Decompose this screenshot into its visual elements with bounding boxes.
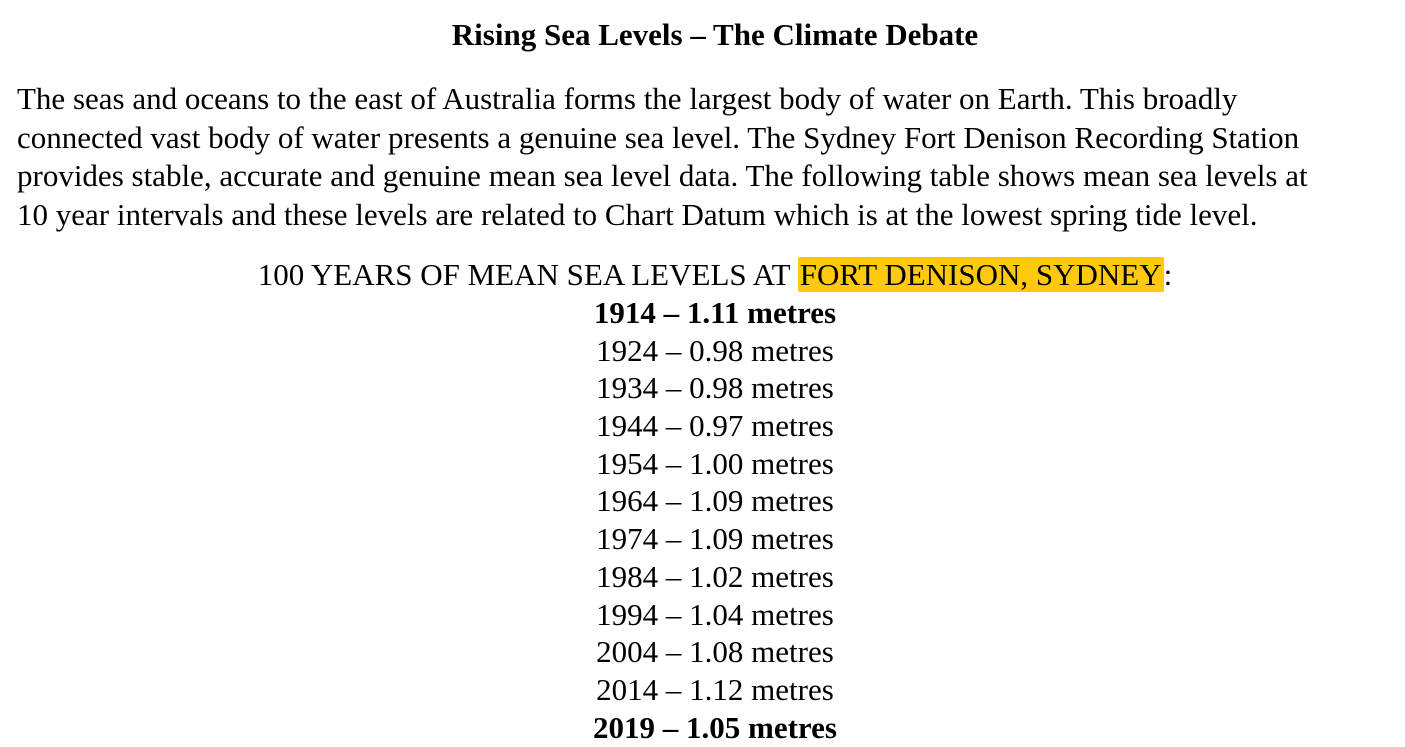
- paragraph-line: provides stable, accurate and genuine me…: [17, 158, 1308, 193]
- sea-level-entry: 1914 – 1.11 metres: [593, 295, 837, 330]
- sea-level-table-heading: 100 YEARS OF MEAN SEA LEVELS AT FORT DEN…: [0, 255, 1405, 295]
- intro-paragraph: The seas and oceans to the east of Austr…: [17, 80, 1402, 234]
- sea-level-entry: 1924 – 0.98 metres: [596, 332, 834, 368]
- paragraph-line: The seas and oceans to the east of Austr…: [17, 81, 1238, 116]
- sea-level-entry: 2004 – 1.08 metres: [596, 634, 834, 670]
- sea-level-entry: 2014 – 1.12 metres: [596, 671, 834, 707]
- sea-level-entry: 1954 – 1.00 metres: [596, 445, 834, 481]
- document-title: Rising Sea Levels – The Climate Debate: [451, 17, 979, 52]
- highlighted-location: FORT DENISON, SYDNEY: [797, 257, 1164, 292]
- sea-level-list: 1914 – 1.11 metres 1924 – 0.98 metres 19…: [0, 294, 1405, 746]
- sea-level-entry: 2019 – 1.05 metres: [593, 709, 837, 745]
- heading-suffix: :: [1163, 257, 1173, 292]
- sea-level-entry: 1964 – 1.09 metres: [596, 483, 834, 519]
- sea-level-entry: 1944 – 0.97 metres: [596, 408, 834, 444]
- sea-level-entry: 1934 – 0.98 metres: [596, 370, 834, 406]
- heading-prefix: 100 YEARS OF MEAN SEA LEVELS AT: [257, 257, 798, 292]
- sea-level-entry: 1984 – 1.02 metres: [596, 558, 834, 594]
- paragraph-line: 10 year intervals and these levels are r…: [17, 196, 1258, 232]
- paragraph-line: connected vast body of water presents a …: [17, 119, 1300, 155]
- sea-level-entry: 1974 – 1.09 metres: [596, 521, 834, 557]
- sea-level-entry: 1994 – 1.04 metres: [596, 596, 834, 632]
